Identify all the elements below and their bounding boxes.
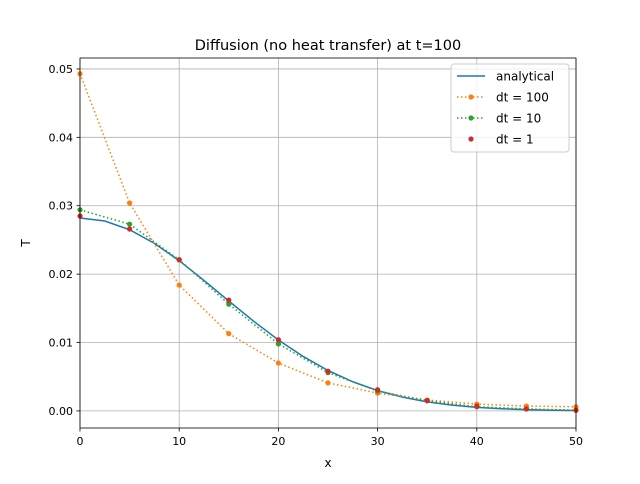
series-dt-1-point xyxy=(127,226,133,232)
legend-marker xyxy=(468,136,474,142)
series-dt-100-point xyxy=(275,360,281,366)
legend-marker xyxy=(468,94,474,100)
legend-label: dt = 1 xyxy=(496,133,534,147)
series-dt-10-point xyxy=(226,301,232,307)
legend-label: dt = 100 xyxy=(496,91,549,105)
series-dt-1-point xyxy=(325,368,331,374)
series-dt-1-point xyxy=(375,387,381,393)
series-dt-100-point xyxy=(176,282,182,288)
series-dt-100-point xyxy=(127,200,133,206)
x-tick-label: 0 xyxy=(77,435,84,448)
y-axis-label: T xyxy=(19,239,33,248)
legend: analytical dt = 100 dt = 10 dt = 1 xyxy=(450,63,570,153)
series-dt-1-point xyxy=(474,403,480,409)
plot-frame xyxy=(79,57,577,429)
y-tick-label: 0.05 xyxy=(49,63,74,76)
x-tick-label: 40 xyxy=(470,435,484,448)
x-tick-label: 50 xyxy=(569,435,583,448)
x-tick-label: 20 xyxy=(271,435,285,448)
y-tick-label: 0.00 xyxy=(49,405,74,418)
x-axis-label: x xyxy=(324,456,331,470)
x-tick-label: 10 xyxy=(172,435,186,448)
chart-title: Diffusion (no heat transfer) at t=100 xyxy=(195,38,461,54)
series-dt-100-point xyxy=(325,380,331,386)
series-dt-1-point xyxy=(523,406,530,412)
series-dt-100-point xyxy=(226,331,232,337)
legend-marker xyxy=(468,115,474,121)
y-tick-label: 0.04 xyxy=(49,131,74,144)
series-dt-1-point xyxy=(424,398,430,404)
x-tick-label: 30 xyxy=(371,435,385,448)
series-dt-10-point xyxy=(275,341,281,347)
legend-label: dt = 10 xyxy=(496,112,541,126)
series-dt-1-point xyxy=(275,337,281,343)
ticks: 0 10 20 30 40 50 0.00 0.01 0.02 0.03 0.04 0.05 xyxy=(49,63,584,448)
series-dt-1-point xyxy=(176,257,182,263)
legend-box xyxy=(450,63,570,153)
y-tick-label: 0.03 xyxy=(49,200,74,213)
series-layer xyxy=(77,71,579,413)
y-tick-label: 0.01 xyxy=(49,337,74,350)
legend-label: analytical xyxy=(496,70,554,84)
series-dt-1-point xyxy=(226,297,232,303)
y-tick-label: 0.02 xyxy=(49,268,74,281)
series-dt-10-point xyxy=(127,221,133,227)
